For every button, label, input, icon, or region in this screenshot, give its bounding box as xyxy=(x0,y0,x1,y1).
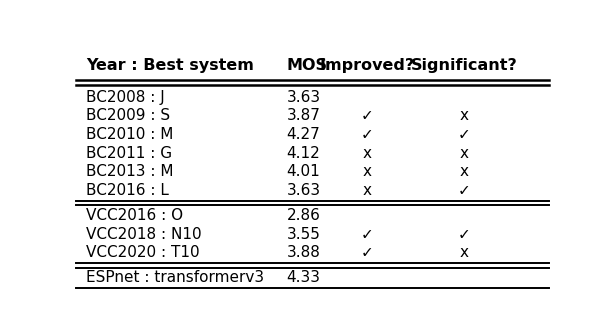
Text: ✓: ✓ xyxy=(361,245,373,260)
Text: MOS: MOS xyxy=(287,58,328,73)
Text: 4.33: 4.33 xyxy=(287,270,321,285)
Text: 3.87: 3.87 xyxy=(287,108,320,123)
Text: ✓: ✓ xyxy=(458,183,470,198)
Text: x: x xyxy=(459,164,468,179)
Text: x: x xyxy=(459,245,468,260)
Text: x: x xyxy=(459,108,468,123)
Text: BC2011 : G: BC2011 : G xyxy=(85,145,172,161)
Text: ✓: ✓ xyxy=(458,127,470,142)
Text: BC2010 : M: BC2010 : M xyxy=(85,127,173,142)
Text: VCC2018 : N10: VCC2018 : N10 xyxy=(85,226,201,242)
Text: x: x xyxy=(362,145,371,161)
Text: ESPnet : transformerv3: ESPnet : transformerv3 xyxy=(85,270,264,285)
Text: Improved?: Improved? xyxy=(320,58,415,73)
Text: ✓: ✓ xyxy=(361,127,373,142)
Text: 4.27: 4.27 xyxy=(287,127,320,142)
Text: BC2008 : J: BC2008 : J xyxy=(85,90,165,105)
Text: VCC2020 : T10: VCC2020 : T10 xyxy=(85,245,199,260)
Text: Year : Best system: Year : Best system xyxy=(85,58,254,73)
Text: x: x xyxy=(362,164,371,179)
Text: x: x xyxy=(459,145,468,161)
Text: 4.12: 4.12 xyxy=(287,145,320,161)
Text: BC2009 : S: BC2009 : S xyxy=(85,108,170,123)
Text: ✓: ✓ xyxy=(458,226,470,242)
Text: BC2013 : M: BC2013 : M xyxy=(85,164,173,179)
Text: x: x xyxy=(362,183,371,198)
Text: 3.55: 3.55 xyxy=(287,226,320,242)
Text: Significant?: Significant? xyxy=(411,58,517,73)
Text: 4.01: 4.01 xyxy=(287,164,320,179)
Text: 2.86: 2.86 xyxy=(287,208,320,223)
Text: VCC2016 : O: VCC2016 : O xyxy=(85,208,183,223)
Text: 3.88: 3.88 xyxy=(287,245,320,260)
Text: ✓: ✓ xyxy=(361,108,373,123)
Text: 3.63: 3.63 xyxy=(287,90,321,105)
Text: BC2016 : L: BC2016 : L xyxy=(85,183,168,198)
Text: ✓: ✓ xyxy=(361,226,373,242)
Text: 3.63: 3.63 xyxy=(287,183,321,198)
